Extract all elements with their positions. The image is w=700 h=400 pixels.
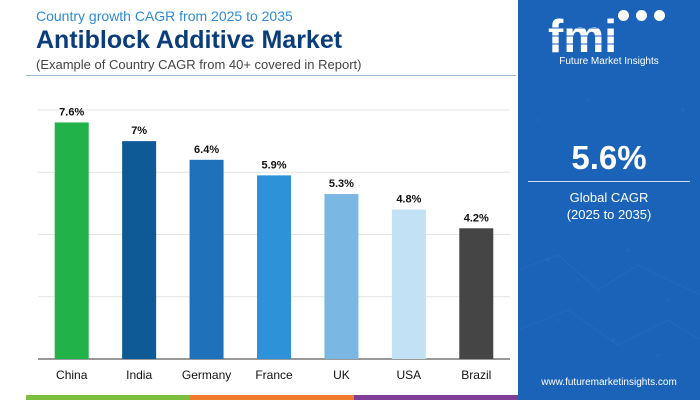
header-note: (Example of Country CAGR from 40+ covere… bbox=[36, 57, 362, 72]
bar-china bbox=[54, 122, 89, 359]
global-cagr-value: 5.6% bbox=[571, 139, 647, 176]
x-tick-label-brazil: Brazil bbox=[461, 368, 491, 382]
data-label-china: 7.6% bbox=[59, 106, 84, 118]
bar-brazil bbox=[459, 228, 494, 359]
bar-chart: 7.6% China 7% India 6.4% Germany 5.9% France 5.3… bbox=[38, 106, 510, 382]
x-tick-label-china: China bbox=[56, 368, 88, 382]
x-tick-label-uk: UK bbox=[333, 368, 350, 382]
data-label-uk: 5.3% bbox=[329, 178, 354, 190]
website-link[interactable]: www.futuremarketinsights.com bbox=[541, 377, 677, 388]
footer-segment bbox=[26, 395, 190, 400]
header-divider bbox=[26, 75, 516, 76]
x-tick-label-india: India bbox=[126, 368, 152, 382]
global-cagr-label: Global CAGR bbox=[569, 190, 649, 205]
summary-panel: fmi Future Market Insights 5.6% Global C… bbox=[518, 0, 700, 400]
x-tick-label-france: France bbox=[255, 368, 293, 382]
bar-france bbox=[257, 175, 291, 359]
data-label-france: 5.9% bbox=[261, 159, 286, 171]
brand-name: Future Market Insights bbox=[559, 56, 659, 67]
bar-uk bbox=[324, 194, 359, 359]
cagr-divider bbox=[528, 181, 690, 182]
global-cagr-period: (2025 to 2035) bbox=[566, 207, 652, 222]
footer-segment bbox=[190, 395, 354, 400]
data-label-india: 7% bbox=[131, 125, 147, 137]
data-label-usa: 4.8% bbox=[396, 194, 421, 206]
data-label-germany: 6.4% bbox=[194, 144, 219, 156]
footer-segment bbox=[354, 395, 518, 400]
x-tick-label-germany: Germany bbox=[182, 368, 231, 382]
data-label-brazil: 4.2% bbox=[464, 212, 489, 224]
bar-usa bbox=[391, 209, 426, 359]
fmi-logo: fmi bbox=[546, 10, 674, 62]
bar-india bbox=[122, 141, 157, 359]
bar-germany bbox=[189, 159, 224, 359]
header-subtitle: Country growth CAGR from 2025 to 2035 bbox=[36, 8, 293, 24]
footer-segment bbox=[518, 395, 700, 400]
x-tick-label-usa: USA bbox=[397, 368, 422, 382]
page-title: Antiblock Additive Market bbox=[36, 26, 343, 54]
background-pattern bbox=[518, 98, 700, 357]
